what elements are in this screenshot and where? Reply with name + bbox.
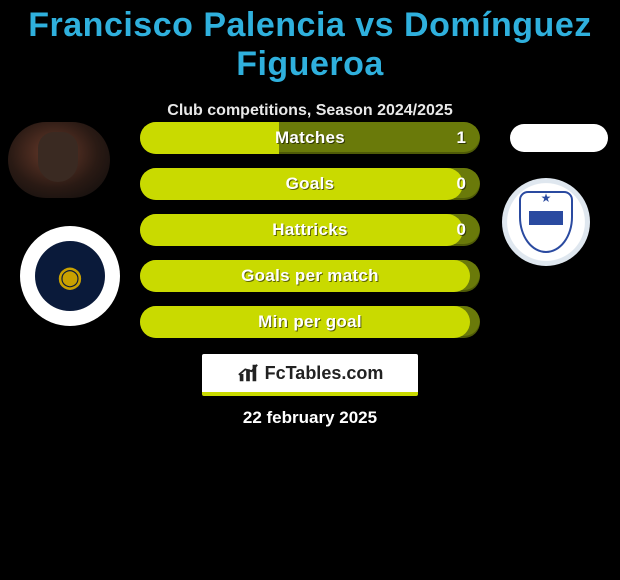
stat-row-matches: Matches 1 <box>140 122 480 154</box>
bar-value-right: 0 <box>457 214 466 246</box>
stat-row-goals: Goals 0 <box>140 168 480 200</box>
brand-badge: FcTables.com <box>202 354 418 396</box>
bar-label: Matches <box>140 122 480 154</box>
bar-value-right: 0 <box>457 168 466 200</box>
club-logo-left-mark: ◉ <box>35 241 105 311</box>
bar-value-right: 1 <box>457 122 466 154</box>
stat-row-goals-per-match: Goals per match <box>140 260 480 292</box>
bars-icon <box>237 362 259 384</box>
bar-label: Goals per match <box>140 260 480 292</box>
stat-row-min-per-goal: Min per goal <box>140 306 480 338</box>
date-label: 22 february 2025 <box>0 408 620 428</box>
club-logo-left: ◉ <box>20 226 120 326</box>
stat-row-hattricks: Hattricks 0 <box>140 214 480 246</box>
bar-label: Goals <box>140 168 480 200</box>
brand-label: FcTables.com <box>265 363 384 384</box>
page-title: Francisco Palencia vs Domínguez Figueroa <box>0 0 620 84</box>
bar-label: Min per goal <box>140 306 480 338</box>
stats-container: Matches 1 Goals 0 Hattricks 0 Goals per … <box>140 122 480 352</box>
player-right-avatar <box>510 124 608 152</box>
bar-label: Hattricks <box>140 214 480 246</box>
club-logo-right <box>502 178 590 266</box>
subtitle: Club competitions, Season 2024/2025 <box>0 102 620 120</box>
club-logo-right-shield <box>519 191 573 253</box>
player-left-avatar <box>8 122 110 198</box>
